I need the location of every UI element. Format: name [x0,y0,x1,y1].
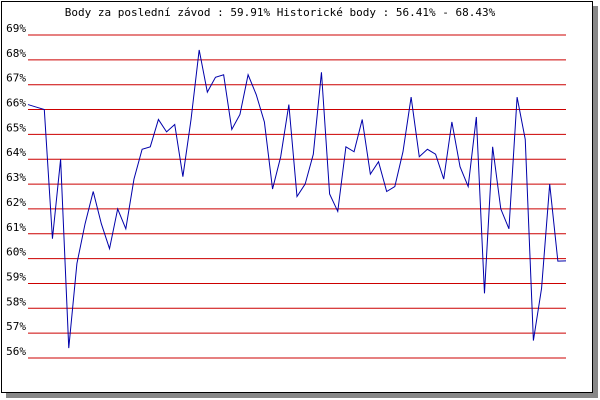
chart-title: Body za poslední závod : 59.91% Historic… [65,6,496,19]
y-tick-label: 61% [6,221,26,234]
y-tick-label: 62% [6,196,26,209]
y-tick-label: 63% [6,171,26,184]
y-tick-label: 59% [6,270,26,283]
y-tick-label: 67% [6,72,26,85]
y-tick-label: 58% [6,295,26,308]
data-line [27,49,567,349]
y-tick-label: 68% [6,47,26,60]
y-tick-label: 64% [6,146,26,159]
y-tick-label: 60% [6,246,26,259]
y-tick-label: 56% [6,345,26,358]
y-tick-label: 65% [6,121,26,134]
y-tick-label: 69% [6,22,26,35]
y-tick-label: 66% [6,97,26,110]
y-tick-label: 57% [6,320,26,333]
